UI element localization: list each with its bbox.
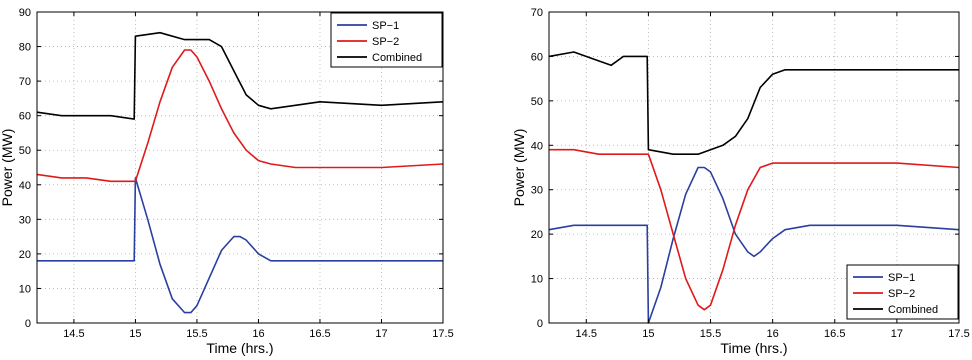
- x-tick-label: 15: [642, 328, 654, 340]
- x-tick-label: 17.5: [432, 328, 453, 340]
- x-tick-label: 17: [891, 328, 903, 340]
- x-tick-label: 15.5: [186, 328, 207, 340]
- series-line-1: [37, 177, 443, 314]
- x-tick-label: 14.5: [576, 328, 597, 340]
- y-tick-label: 50: [19, 145, 31, 157]
- x-tick-label: 17: [375, 328, 387, 340]
- chart-left: 14.5 15 15.5 16 16.5 17 17.5 0 10 20 30 40 50 60 70 80 9…: [0, 7, 454, 356]
- x-tick-label: 16.5: [309, 328, 330, 340]
- chart-right: 14.5 15 15.5 16 16.5 17 17.5 0 10 20 30 40 50 60 70 Tim…: [511, 7, 970, 356]
- series-line-1: [548, 166, 960, 324]
- y-tick-label: 10: [19, 283, 31, 295]
- y-axis-label: Power (MW): [0, 129, 15, 207]
- y-tick-label: 70: [19, 76, 31, 88]
- y-tick-label: 10: [531, 274, 543, 286]
- x-tick-label: 16: [767, 328, 779, 340]
- plot-frame: [548, 11, 960, 324]
- x-axis-label: Time (hrs.): [720, 340, 787, 356]
- y-tick-label: 40: [19, 180, 31, 192]
- x-tick-label: 16: [252, 328, 264, 340]
- series-line-3: [36, 31, 444, 120]
- y-tick-label: 50: [531, 96, 543, 108]
- y-tick-label: 40: [531, 140, 543, 152]
- legend-box: [846, 264, 959, 320]
- y-tick-label: 30: [19, 214, 31, 226]
- x-axis-label: Time (hrs.): [206, 340, 273, 356]
- y-tick-label: 20: [531, 229, 543, 241]
- x-tick-label: 16.5: [824, 328, 845, 340]
- legend-label-2: SP−2: [372, 36, 399, 48]
- plot-frame: [36, 11, 444, 324]
- y-tick-label: 80: [19, 42, 31, 54]
- legend-label-1: SP−1: [372, 20, 399, 32]
- series-line-2: [36, 49, 444, 183]
- legend-label-1: SP−1: [888, 272, 915, 284]
- y-tick-label: 30: [531, 185, 543, 197]
- x-tick-label: 17.5: [948, 328, 969, 340]
- series-line-2: [549, 148, 960, 311]
- series-line-3: [548, 51, 959, 155]
- x-tick-label: 14.5: [63, 328, 84, 340]
- legend-label-3: Combined: [372, 52, 422, 64]
- legend-label-3: Combined: [888, 304, 938, 316]
- y-axis-label: Power (MW): [511, 129, 527, 207]
- y-tick-label: 0: [25, 318, 31, 330]
- x-tick-label: 15.5: [700, 328, 721, 340]
- y-tick-label: 0: [537, 318, 543, 330]
- y-tick-label: 70: [531, 7, 543, 19]
- legend-label-2: SP−2: [888, 288, 915, 300]
- y-tick-label: 20: [19, 249, 31, 261]
- y-tick-label: 60: [19, 111, 31, 123]
- y-tick-label: 90: [19, 7, 31, 19]
- y-tick-label: 60: [531, 51, 543, 63]
- x-tick-label: 15: [129, 328, 141, 340]
- legend-box: [330, 12, 443, 68]
